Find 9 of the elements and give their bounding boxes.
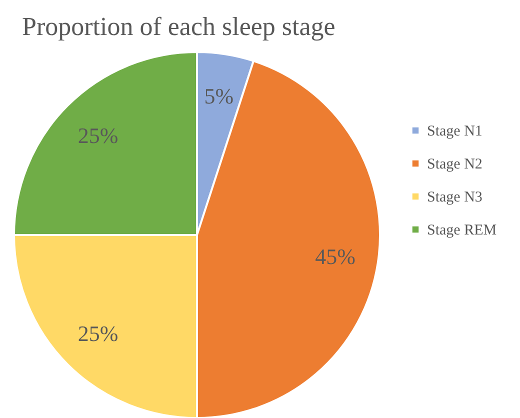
legend-label: Stage REM [427,222,497,238]
legend-label: Stage N1 [427,124,482,140]
data-label: 5% [204,84,234,109]
data-label: 25% [78,320,118,346]
legend-label: Stage N2 [427,156,482,172]
chart-title: Proportion of each sleep stage [22,12,336,41]
legend-label: Stage N3 [427,190,482,206]
data-label: 25% [78,123,118,148]
data-label: 45% [315,244,356,269]
